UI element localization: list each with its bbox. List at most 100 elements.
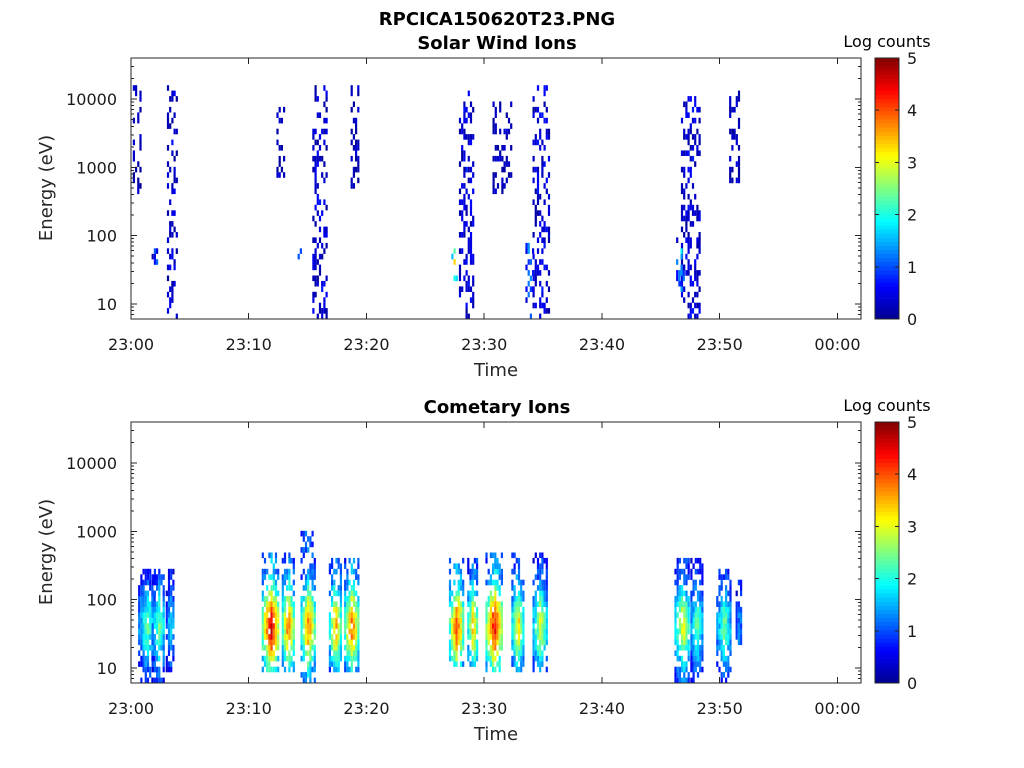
heatmap-cell: [737, 145, 741, 151]
heatmap-cell: [740, 579, 743, 586]
heatmap-cell: [167, 585, 171, 591]
heatmap-cell: [137, 177, 140, 184]
heatmap-cell: [525, 297, 528, 303]
heatmap-cell: [465, 210, 468, 216]
heatmap-cell: [283, 155, 286, 162]
heatmap-cell: [266, 655, 269, 662]
heatmap-cell: [138, 617, 141, 624]
heatmap-cell: [302, 644, 305, 651]
heatmap-cell: [162, 601, 165, 607]
heatmap-cell: [272, 568, 275, 575]
heatmap-cell: [325, 291, 328, 298]
heatmap-cell: [140, 644, 143, 651]
heatmap-cell: [694, 628, 697, 635]
heatmap-cell: [339, 585, 342, 591]
heatmap-cell: [461, 123, 464, 129]
heatmap-cell: [689, 308, 692, 314]
colorbar-swatch: [875, 306, 899, 312]
heatmap-cell: [171, 139, 174, 146]
heatmap-cell: [277, 606, 280, 613]
heatmap-cell: [678, 574, 681, 580]
heatmap-cell: [302, 639, 305, 646]
heatmap-cell: [689, 242, 692, 249]
colorbar-swatch: [875, 450, 899, 455]
heatmap-cell: [153, 677, 156, 684]
heatmap-cell: [302, 530, 305, 537]
heatmap-cell: [492, 666, 495, 673]
heatmap-cell: [166, 112, 170, 118]
heatmap-cell: [472, 172, 475, 178]
heatmap-cell: [463, 232, 466, 238]
heatmap-cell: [525, 242, 528, 249]
heatmap-cell: [685, 606, 688, 613]
heatmap-cell: [167, 617, 171, 624]
heatmap-cell: [144, 628, 147, 635]
heatmap-cell: [727, 672, 730, 678]
heatmap-cell: [311, 655, 314, 662]
heatmap-cell: [467, 139, 470, 146]
heatmap-cell: [701, 606, 704, 613]
heatmap-cell: [175, 248, 178, 254]
heatmap-cell: [465, 166, 468, 173]
heatmap-cell: [318, 270, 322, 276]
heatmap-cell: [536, 193, 540, 200]
heatmap-cell: [172, 596, 175, 602]
figure-title: RPCICA150620T23.PNG: [379, 9, 615, 30]
heatmap-cell: [694, 96, 697, 102]
colorbar-swatch: [875, 650, 899, 655]
heatmap-cell: [352, 655, 356, 662]
heatmap-cell: [311, 574, 314, 580]
heatmap-cell: [471, 579, 474, 586]
heatmap-cell: [698, 210, 701, 216]
heatmap-cell: [467, 644, 470, 651]
heatmap-cell: [140, 617, 143, 624]
heatmap-cell: [513, 644, 516, 651]
heatmap-cell: [172, 644, 175, 651]
heatmap-cell: [720, 596, 723, 602]
heatmap-cell: [463, 134, 466, 140]
heatmap-cell: [346, 650, 349, 656]
heatmap-cell: [720, 612, 723, 618]
colorbar-swatch: [875, 556, 899, 561]
heatmap-cell: [357, 650, 360, 656]
heatmap-cell: [467, 90, 470, 97]
heatmap-cell: [735, 634, 738, 640]
heatmap-cell: [539, 134, 542, 140]
heatmap-cell: [156, 259, 159, 265]
heatmap-cell: [469, 139, 473, 146]
heatmap-cell: [292, 634, 295, 640]
heatmap-cell: [487, 655, 490, 662]
heatmap-cell: [344, 579, 347, 586]
heatmap-cell: [690, 557, 693, 564]
heatmap-cell: [731, 177, 734, 184]
heatmap-cell: [457, 563, 460, 569]
heatmap-cell: [727, 606, 730, 613]
heatmap-cell: [357, 617, 360, 624]
heatmap-cell: [357, 166, 360, 173]
heatmap-cell: [166, 237, 170, 243]
heatmap-cell: [459, 579, 463, 586]
heatmap-cell: [683, 166, 686, 173]
heatmap-cell: [532, 639, 535, 646]
heatmap-cell: [268, 623, 271, 629]
heatmap-cell: [683, 568, 686, 575]
heatmap-cell: [692, 672, 695, 678]
heatmap-cell: [283, 557, 287, 564]
heatmap-cell: [685, 557, 688, 564]
y-tick-label: 10: [97, 659, 117, 678]
heatmap-cell: [149, 568, 152, 575]
heatmap-cell: [463, 128, 466, 135]
heatmap-cell: [541, 172, 544, 178]
heatmap-cell: [687, 606, 690, 613]
heatmap-cell: [352, 617, 356, 624]
heatmap-cell: [689, 128, 692, 135]
heatmap-cell: [312, 237, 315, 243]
heatmap-cell: [494, 601, 497, 607]
heatmap-cell: [735, 628, 738, 635]
heatmap-cell: [465, 302, 468, 309]
heatmap-cell: [698, 117, 701, 124]
heatmap-cell: [175, 232, 178, 238]
heatmap-cell: [539, 128, 542, 135]
heatmap-cell: [498, 606, 501, 613]
heatmap-cell: [140, 590, 143, 597]
